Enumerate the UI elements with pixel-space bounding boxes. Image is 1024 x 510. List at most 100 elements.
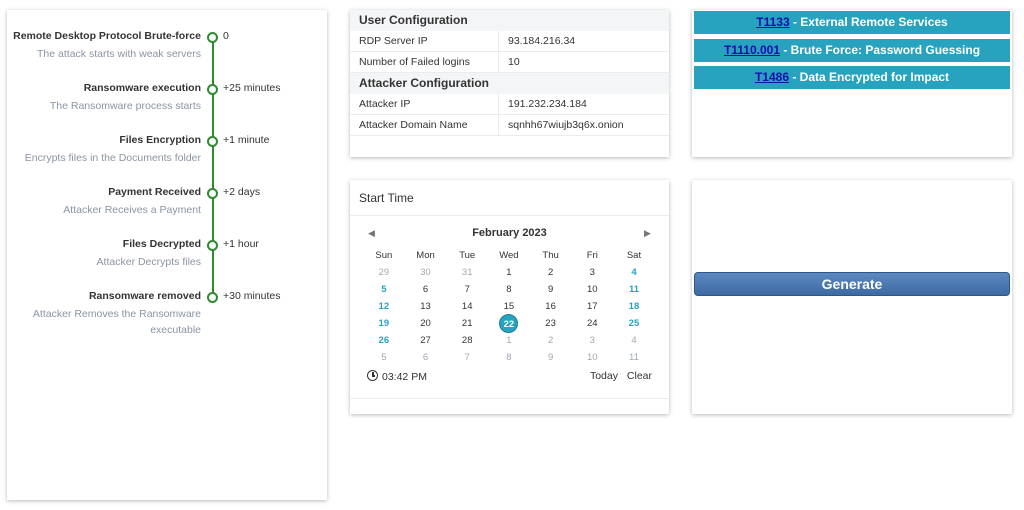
- calendar-month-label[interactable]: February 2023: [472, 227, 547, 239]
- technique-name: - Data Encrypted for Impact: [789, 70, 950, 84]
- timeline-dot-icon[interactable]: [207, 188, 218, 199]
- calendar-day[interactable]: 5: [363, 281, 405, 298]
- timeline-item-time[interactable]: +1 hour: [223, 238, 259, 250]
- clock-icon: [367, 370, 378, 381]
- timeline-line: [212, 38, 214, 298]
- calendar-day[interactable]: 28: [446, 332, 488, 349]
- calendar-day[interactable]: 13: [405, 298, 447, 315]
- timeline-dot-icon[interactable]: [207, 240, 218, 251]
- calendar-day[interactable]: 16: [530, 298, 572, 315]
- weekday-label: Sun: [375, 250, 393, 261]
- calendar-day[interactable]: 4: [613, 332, 655, 349]
- divider: [350, 215, 669, 216]
- calendar-day[interactable]: 6: [405, 349, 447, 366]
- calendar-day[interactable]: 19: [363, 315, 405, 332]
- timeline-dot-icon[interactable]: [207, 292, 218, 303]
- day-number: 2: [547, 267, 554, 278]
- technique-t1110-001[interactable]: T1110.001 - Brute Force: Password Guessi…: [694, 39, 1010, 62]
- timeline-item-time[interactable]: 0: [223, 30, 229, 42]
- calendar-day[interactable]: 9: [530, 349, 572, 366]
- clear-button[interactable]: Clear: [626, 370, 652, 382]
- technique-link[interactable]: T1486: [754, 70, 789, 84]
- calendar-day[interactable]: 25: [613, 315, 655, 332]
- calendar-day[interactable]: 8: [488, 281, 530, 298]
- chevron-right-icon[interactable]: ▶: [644, 228, 651, 238]
- config-row-rdp-server-ip: RDP Server IP 93.184.216.34: [350, 31, 669, 52]
- timeline-item-time[interactable]: +25 minutes: [223, 82, 281, 94]
- timeline-item-subtitle: Attacker Decrypts files: [96, 256, 201, 268]
- time-picker[interactable]: 03:42 PM: [367, 370, 427, 383]
- config-value[interactable]: 93.184.216.34: [508, 35, 576, 47]
- calendar-day[interactable]: 4: [613, 264, 655, 281]
- calendar-day[interactable]: 7: [446, 281, 488, 298]
- calendar-day[interactable]: 18: [613, 298, 655, 315]
- calendar-day[interactable]: 14: [446, 298, 488, 315]
- calendar-day[interactable]: 24: [571, 315, 613, 332]
- calendar-day[interactable]: 11: [613, 281, 655, 298]
- calendar-day[interactable]: 5: [363, 349, 405, 366]
- calendar-day[interactable]: 2: [530, 264, 572, 281]
- config-label: RDP Server IP: [350, 31, 499, 51]
- calendar-day[interactable]: 12: [363, 298, 405, 315]
- calendar-day[interactable]: 30: [405, 264, 447, 281]
- calendar-day[interactable]: 23: [530, 315, 572, 332]
- calendar-day[interactable]: 10: [571, 281, 613, 298]
- timeline-item: Ransomware removed Attacker Removes the R…: [7, 290, 327, 336]
- generate-button[interactable]: Generate: [694, 272, 1010, 296]
- day-number: 22: [499, 314, 519, 333]
- today-button[interactable]: Today: [589, 370, 618, 382]
- timeline-item-time[interactable]: +1 minute: [223, 134, 270, 146]
- calendar-day[interactable]: 10: [571, 349, 613, 366]
- calendar-day[interactable]: 29: [363, 264, 405, 281]
- calendar-day[interactable]: 21: [446, 315, 488, 332]
- day-number: 13: [420, 301, 431, 312]
- day-number: 25: [628, 318, 640, 329]
- day-number: 18: [628, 301, 640, 312]
- calendar-day[interactable]: 1: [488, 264, 530, 281]
- timeline-item: Files Encryption Encrypts files in the Do…: [7, 134, 327, 174]
- technique-t1133[interactable]: T1133 - External Remote Services: [694, 11, 1010, 34]
- techniques-panel: T1133 - External Remote Services T1110.0…: [692, 10, 1012, 157]
- calendar-day[interactable]: 9: [530, 281, 572, 298]
- timeline-item-time[interactable]: +2 days: [223, 186, 261, 198]
- config-value[interactable]: 191.232.234.184: [508, 98, 587, 110]
- calendar-day[interactable]: 3: [571, 332, 613, 349]
- day-number: 4: [631, 335, 637, 346]
- calendar-day[interactable]: 26: [363, 332, 405, 349]
- timeline-dot-icon[interactable]: [207, 32, 218, 43]
- day-number: 27: [420, 335, 431, 346]
- calendar-week-row: 26 27 28 1 2 3 4: [363, 332, 655, 349]
- calendar-day[interactable]: 22: [488, 314, 530, 333]
- timeline-item-time[interactable]: +30 minutes: [223, 290, 281, 302]
- timeline-dot-icon[interactable]: [207, 84, 218, 95]
- calendar-day[interactable]: 20: [405, 315, 447, 332]
- technique-t1486[interactable]: T1486 - Data Encrypted for Impact: [694, 66, 1010, 89]
- chevron-left-icon[interactable]: ◀: [368, 228, 375, 238]
- day-number: 17: [586, 301, 598, 312]
- calendar-day[interactable]: 1: [488, 332, 530, 349]
- calendar-day[interactable]: 7: [446, 349, 488, 366]
- calendar-day[interactable]: 15: [488, 298, 530, 315]
- day-number: 10: [586, 352, 598, 363]
- day-number: 5: [381, 352, 387, 363]
- calendar-day[interactable]: 27: [405, 332, 447, 349]
- calendar-day[interactable]: 11: [613, 349, 655, 366]
- weekday-label: Thu: [542, 250, 559, 261]
- calendar-day[interactable]: 8: [488, 349, 530, 366]
- calendar-day[interactable]: 3: [571, 264, 613, 281]
- calendar-day[interactable]: 17: [571, 298, 613, 315]
- calendar-day[interactable]: 2: [530, 332, 572, 349]
- config-value[interactable]: sqnhh67wiujb3q6x.onion: [508, 119, 624, 131]
- calendar-footer: 03:42 PM Today Clear: [367, 370, 652, 383]
- weekday-label: Wed: [499, 250, 519, 261]
- calendar-week-row: 12 13 14 15 16 17 18: [363, 298, 655, 315]
- config-value[interactable]: 10: [508, 56, 520, 68]
- technique-link[interactable]: T1110.001: [723, 43, 780, 57]
- technique-link[interactable]: T1133: [756, 15, 790, 29]
- timeline-dot-icon[interactable]: [207, 136, 218, 147]
- config-row-attacker-ip: Attacker IP 191.232.234.184: [350, 94, 669, 115]
- timeline-panel: Remote Desktop Protocol Brute-force The a…: [7, 10, 327, 500]
- calendar-day[interactable]: 6: [405, 281, 447, 298]
- calendar-day[interactable]: 31: [446, 264, 488, 281]
- timeline-item-title: Ransomware execution: [83, 82, 201, 94]
